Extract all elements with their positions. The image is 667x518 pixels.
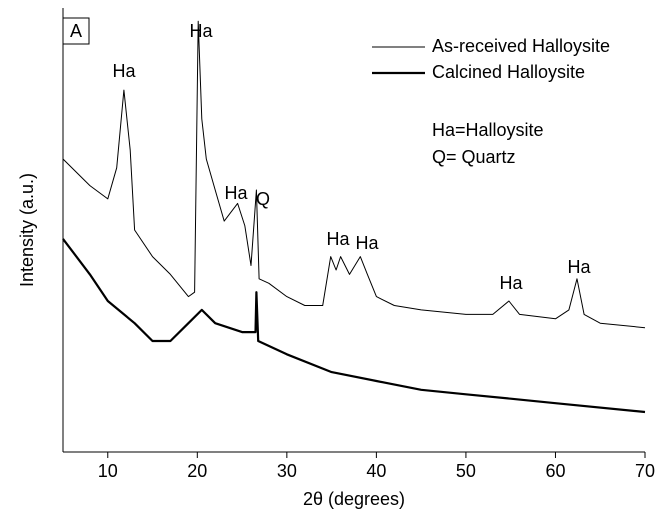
series-line (62, 238, 646, 414)
x-tick-label: 10 (98, 461, 118, 481)
x-tick-label: 20 (187, 461, 207, 481)
annotation: Ha (189, 21, 213, 41)
annotation: Ha (224, 183, 248, 203)
y-axis-label: Intensity (a.u.) (17, 173, 37, 287)
annotation: Ha (499, 273, 523, 293)
x-tick-label: 60 (545, 461, 565, 481)
x-tick-label: 40 (366, 461, 386, 481)
annotation: Ha (567, 257, 591, 277)
note: Ha=Halloysite (432, 120, 544, 140)
annotation: Ha (355, 233, 379, 253)
x-tick-label: 30 (277, 461, 297, 481)
annotation: Q (256, 189, 270, 209)
panel-label: A (70, 21, 82, 41)
legend-label: As-received Halloysite (432, 36, 610, 56)
x-tick-label: 50 (456, 461, 476, 481)
series-line (62, 20, 646, 329)
annotation: Ha (326, 229, 350, 249)
x-axis-label: 2θ (degrees) (303, 489, 405, 509)
x-tick-label: 70 (635, 461, 655, 481)
annotation: Ha (112, 61, 136, 81)
note: Q= Quartz (432, 147, 516, 167)
legend-label: Calcined Halloysite (432, 62, 585, 82)
